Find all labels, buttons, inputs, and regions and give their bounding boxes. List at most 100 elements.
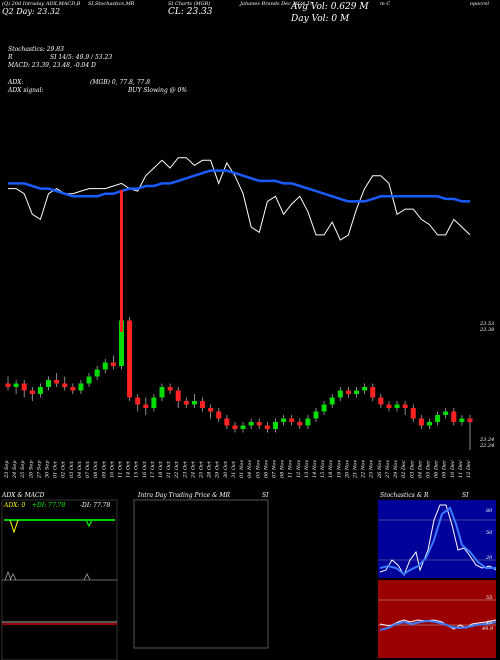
upper-indicator-lines <box>8 157 471 241</box>
moving-average-line <box>8 169 470 203</box>
date-tick-label: 06 Dec <box>434 460 440 478</box>
candle-body <box>443 411 449 415</box>
stochastics-label: Stochastics: 29.83 <box>8 46 64 53</box>
candle-body <box>281 418 287 422</box>
date-tick-label: 22 Oct <box>174 460 180 479</box>
adx-legend-c: -DI: 77.78 <box>80 502 111 509</box>
date-tick-label: 30 Sep <box>45 460 51 478</box>
date-tick-label: 23 Sep <box>4 460 10 479</box>
rsi-55-label: 55 <box>486 595 493 601</box>
date-tick-label: 11 Nov <box>288 460 294 478</box>
stoch-20-label: 20 <box>486 555 493 561</box>
chart-header-line1b: SI,Stochastics,MR <box>88 1 135 7</box>
candle-body <box>5 383 11 387</box>
candle-body <box>62 383 68 387</box>
candle-body <box>426 422 432 426</box>
date-tick-label: 26 Nov <box>377 460 383 479</box>
date-tick-label: 04 Oct <box>77 460 83 478</box>
candle-body <box>345 390 351 394</box>
chart-header-line1e: m C <box>380 1 391 7</box>
date-tick-label: 29 Oct <box>215 460 221 479</box>
date-tick-label: 05 Dec <box>425 460 431 478</box>
main-price-chart: 23 Sep 24 Sep 25 Sep 26 Sep 27 Sep 30 Sep 01 O… <box>4 157 473 479</box>
date-tick-label: 04 Dec <box>417 460 423 478</box>
intraday-panel-title: Intra Day Trading Price & MR <box>138 492 231 499</box>
stoch-panel-title: Stochastics & R <box>380 492 429 499</box>
chart-header-line1c: SI Charts (MGB) <box>168 1 211 7</box>
date-tick-label: 14 Oct <box>126 460 132 478</box>
rsi-label: SI 14/5: 49.9 / 53.23 <box>50 54 113 61</box>
price-line <box>8 157 471 241</box>
date-tick-label: 27 Nov <box>385 460 391 479</box>
date-tick-label: 21 Nov <box>353 460 359 479</box>
candle-body <box>232 425 238 429</box>
date-tick-label: 23 Oct <box>182 460 188 479</box>
candle-body <box>248 422 254 426</box>
candle-body <box>240 425 246 429</box>
date-tick-label: 25 Oct <box>199 460 205 479</box>
date-tick-label: 08 Oct <box>93 460 99 478</box>
adx-bumps <box>4 570 17 581</box>
candle-body <box>29 390 35 394</box>
candle-body <box>354 390 360 394</box>
price-label-b: 23.38 <box>480 327 495 333</box>
date-tick-label: 14 Nov <box>312 460 318 478</box>
adx-legend-b: +DI: 77.78 <box>32 502 66 509</box>
candle-body <box>135 397 141 405</box>
chart-header-line1f: opocrel <box>470 1 489 7</box>
candle-body <box>37 387 43 394</box>
date-tick-label: 03 Dec <box>409 460 415 478</box>
candle-body <box>370 387 376 398</box>
date-tick-label: 04 Nov <box>247 460 253 478</box>
date-tick-label: 12 Nov <box>296 460 302 478</box>
adx-legend-a: ADX: 0 <box>4 502 26 509</box>
date-tick-label: 01 Oct <box>53 460 59 478</box>
adx-value: (MGB) 0, 77.8, 77.8 <box>90 79 151 86</box>
date-tick-label: 10 Dec <box>450 460 456 478</box>
candle-body <box>313 411 319 419</box>
candle-body <box>151 397 157 408</box>
stoch-si-title: SI <box>462 492 469 499</box>
candle-body <box>208 408 214 412</box>
candle-body <box>143 404 149 408</box>
date-tick-label: 24 Sep <box>12 460 18 479</box>
date-tick-label: 10 Oct <box>109 460 115 478</box>
price-label-c: 23.24 <box>480 437 495 443</box>
date-tick-label: 02 Dec <box>401 460 407 478</box>
stoch-80-label: 80 <box>486 508 493 514</box>
date-tick-label: 27 Sep <box>36 460 42 479</box>
candle-body <box>78 383 84 391</box>
candle-body <box>224 418 230 426</box>
date-tick-label: 26 Sep <box>28 460 34 479</box>
candle-body <box>118 320 124 366</box>
day-vol-label: Day Vol: 0 M <box>291 14 350 24</box>
date-tick-label: 15 Nov <box>320 460 326 478</box>
date-tick-label: 07 Oct <box>85 460 91 478</box>
candle-body <box>54 380 60 384</box>
candle-body <box>289 418 295 422</box>
adx-panel-title: ADX & MACD <box>2 492 45 499</box>
date-tick-label: 08 Nov <box>280 460 286 478</box>
date-tick-label: 03 Oct <box>69 460 75 478</box>
date-tick-label: 19 Nov <box>336 460 342 478</box>
price-label-a: 23.53 <box>480 321 495 327</box>
date-tick-label: 17 Oct <box>150 460 156 478</box>
rsi-panel-bg <box>378 580 496 658</box>
date-tick-label: 29 Nov <box>393 460 399 479</box>
candle-body <box>46 380 52 387</box>
intraday-si-title: SI <box>262 492 269 499</box>
candle-body <box>86 376 92 384</box>
date-tick-label: 25 Nov <box>369 460 375 479</box>
date-tick-label: 30 Oct <box>223 460 229 478</box>
rsi-signal-line <box>379 619 497 631</box>
adx-signal-label: ADX signal: <box>8 87 44 94</box>
candle-body <box>418 418 424 426</box>
stoch-d-line <box>379 506 496 576</box>
date-tick-label: 02 Oct <box>61 460 67 478</box>
candle-body <box>297 422 303 426</box>
date-tick-label: 06 Nov <box>263 460 269 478</box>
adx-bump-2 <box>83 573 91 581</box>
candle-body <box>21 383 27 391</box>
rsi-45-label: 45 <box>486 620 493 626</box>
date-tick-label: 22 Nov <box>361 460 367 479</box>
